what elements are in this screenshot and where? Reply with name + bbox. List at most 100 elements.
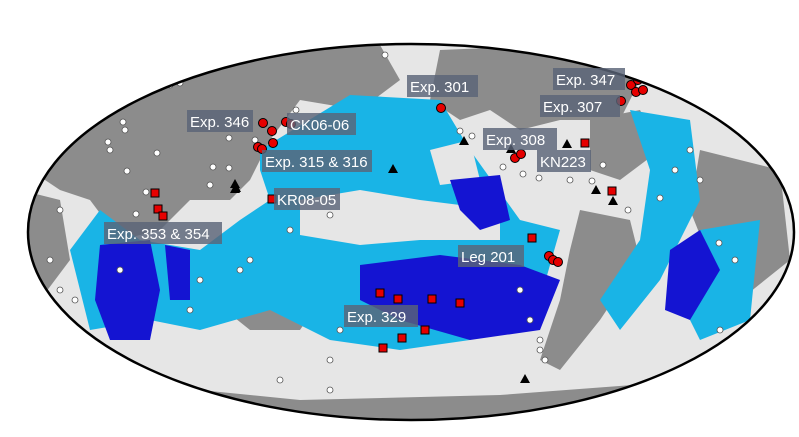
label-leg-201: Leg 201 [458, 245, 524, 267]
site-circle-marker [258, 118, 268, 128]
triangle-marker [562, 139, 572, 148]
reference-site-dot [106, 146, 114, 154]
reference-site-dot [142, 188, 150, 196]
site-square-marker [397, 333, 407, 343]
triangle-marker [231, 183, 241, 192]
seafloor-patches [300, 140, 500, 245]
label-kn223: KN223 [537, 150, 591, 172]
site-square-marker [375, 288, 385, 298]
label-exp-353-354: Exp. 353 & 354 [104, 222, 222, 244]
reference-site-dot [206, 181, 214, 189]
reference-site-dot [326, 386, 334, 394]
label-box [458, 245, 524, 267]
label-exp-315-316: Exp. 315 & 316 [262, 150, 372, 172]
label-text: Exp. 308 [486, 132, 545, 149]
label-text: CK06-06 [290, 117, 349, 134]
site-square-marker [527, 233, 537, 243]
reference-site-dot [132, 210, 140, 218]
label-box [187, 110, 253, 132]
label-text: Exp. 353 & 354 [107, 226, 210, 243]
label-text: KN223 [540, 154, 586, 171]
label-box [287, 113, 356, 135]
reference-site-dot [292, 106, 300, 114]
reference-site-dot [326, 356, 334, 364]
label-box [483, 128, 557, 150]
site-square-marker [378, 343, 388, 353]
reference-site-dot [381, 51, 389, 59]
reference-site-dot [656, 194, 664, 202]
reference-site-dot [716, 326, 724, 334]
site-circle-marker [638, 85, 648, 95]
label-text: Exp. 301 [410, 79, 469, 96]
site-square-marker [150, 188, 160, 198]
reference-site-dot [196, 276, 204, 284]
reference-site-dot [104, 138, 112, 146]
reference-site-dot [588, 177, 596, 185]
site-square-marker [393, 294, 403, 304]
reference-site-dot [731, 256, 739, 264]
label-text: Exp. 307 [543, 99, 602, 116]
label-box [104, 222, 222, 244]
triangle-marker [591, 185, 601, 194]
reference-site-dot [153, 149, 161, 157]
triangle-marker [388, 164, 398, 173]
reference-site-dot [671, 166, 679, 174]
site-square-marker [607, 186, 617, 196]
site-circle-marker [268, 138, 278, 148]
reference-site-dot [236, 266, 244, 274]
reference-site-dot [566, 176, 574, 184]
site-square-marker [158, 211, 168, 221]
triangle-marker [520, 374, 530, 383]
reference-site-dot [516, 286, 524, 294]
site-circle-marker [516, 149, 526, 159]
label-exp-301: Exp. 301 [407, 75, 478, 97]
label-box [344, 305, 418, 327]
label-box [537, 150, 591, 172]
site-square-marker [420, 325, 430, 335]
label-box [540, 95, 620, 117]
label-exp-329: Exp. 329 [344, 305, 418, 327]
reference-site-dot [276, 376, 284, 384]
site-square-marker [153, 204, 163, 214]
label-text: Leg 201 [461, 249, 515, 266]
reference-site-dot [111, 103, 119, 111]
reference-site-dot [715, 239, 723, 247]
reference-site-dot [336, 326, 344, 334]
reference-site-dot [519, 170, 527, 178]
label-text: Exp. 329 [347, 309, 406, 326]
label-box [407, 75, 478, 97]
reference-site-dot [326, 211, 334, 219]
site-square-marker [427, 294, 437, 304]
reference-site-dot [71, 296, 79, 304]
map-border [26, 42, 796, 422]
site-circle-marker [553, 257, 563, 267]
label-text: Exp. 315 & 316 [265, 154, 368, 171]
site-circle-marker [267, 126, 277, 136]
reference-site-dot [468, 132, 476, 140]
reference-site-dot [176, 416, 184, 420]
reference-site-dot [536, 336, 544, 344]
reference-site-dot [46, 256, 54, 264]
triangle-marker [608, 196, 618, 205]
label-box [553, 68, 625, 90]
reference-site-dot [599, 161, 607, 169]
reference-site-dot [56, 286, 64, 294]
label-exp-346: Exp. 346 [187, 110, 253, 132]
label-text: KR08-05 [277, 192, 336, 209]
reference-site-dot [526, 316, 534, 324]
reference-site-dot [535, 174, 543, 182]
reference-site-dot [624, 206, 632, 214]
reference-site-dot [696, 176, 704, 184]
reference-site-dot [225, 164, 233, 172]
label-text: Exp. 347 [556, 72, 615, 89]
label-kr08-05: KR08-05 [274, 188, 340, 210]
reference-site-dot [225, 134, 233, 142]
site-square-marker [455, 298, 465, 308]
label-exp-308: Exp. 308 [483, 128, 557, 150]
reference-site-dot [499, 163, 507, 171]
reference-site-dot [686, 146, 694, 154]
reference-site-dot [286, 226, 294, 234]
site-square-marker [580, 138, 590, 148]
reference-site-dot [116, 266, 124, 274]
site-circle-marker [436, 103, 446, 113]
